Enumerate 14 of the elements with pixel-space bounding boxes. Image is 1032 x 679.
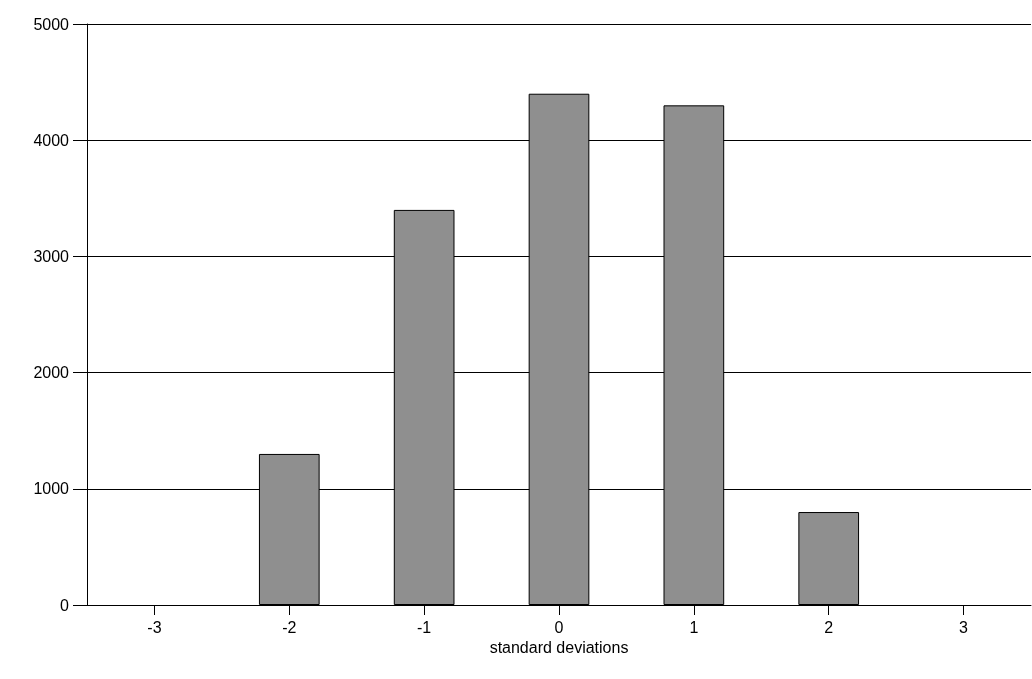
y-tick-label: 5000 (33, 15, 70, 33)
x-tick-label: 3 (959, 618, 969, 636)
y-tick-label: 1000 (33, 480, 70, 498)
x-axis-title: standard deviations (489, 639, 629, 657)
y-tick-label: 3000 (33, 247, 70, 265)
x-tick-label: -3 (147, 618, 162, 636)
x-tick-label: 1 (689, 618, 699, 636)
y-tick-label: 0 (60, 596, 70, 614)
x-tick-label: 2 (824, 618, 834, 636)
y-tick-label: 2000 (33, 364, 70, 382)
x-tick-label: 0 (554, 618, 564, 636)
x-tick-label: -1 (417, 618, 432, 636)
x-tick-label: -2 (282, 618, 297, 636)
y-tick-label: 4000 (33, 131, 70, 149)
